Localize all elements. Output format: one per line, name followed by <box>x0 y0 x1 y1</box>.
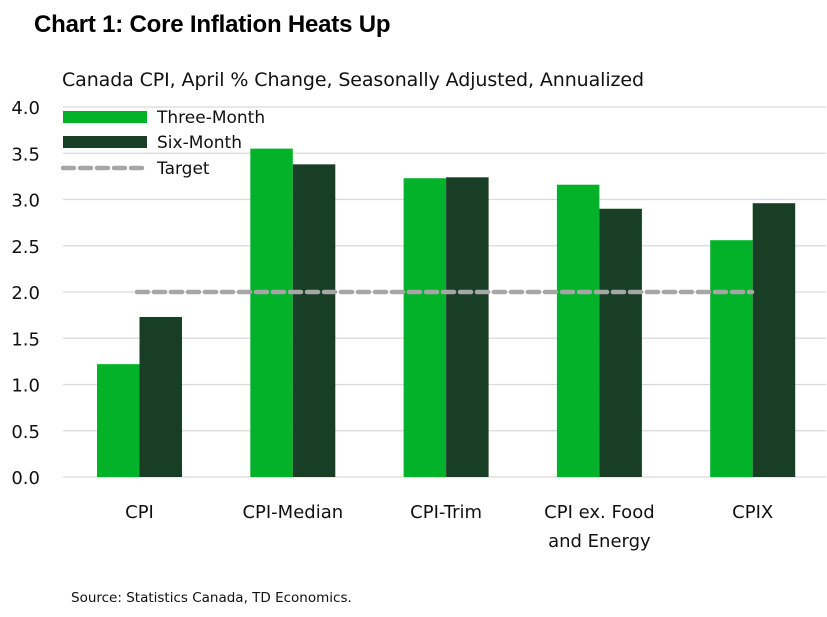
y-tick-label: 1.0 <box>11 376 40 397</box>
bar-six-month <box>292 164 336 477</box>
legend-swatch-six-month <box>63 136 147 148</box>
y-tick-label: 3.0 <box>11 191 40 212</box>
y-tick-label: 4.0 <box>11 98 40 119</box>
y-tick-label: 3.5 <box>11 144 40 165</box>
legend-swatch-three-month <box>63 111 147 123</box>
source-note: Source: Statistics Canada, TD Economics. <box>71 590 352 606</box>
chart-title: Chart 1: Core Inflation Heats Up <box>34 11 391 38</box>
bar-six-month <box>139 316 182 477</box>
bar-six-month <box>446 177 489 478</box>
x-category-label: CPI <box>125 502 154 523</box>
y-tick-label: 2.0 <box>11 283 40 304</box>
bar-three-month <box>250 148 293 477</box>
bar-three-month <box>97 364 140 477</box>
y-tick-label: 1.5 <box>11 329 40 350</box>
x-category-label: and Energy <box>548 531 651 552</box>
x-axis: CPI CPI-Median CPI-Trim CPI ex. Food and Ene… <box>125 502 773 552</box>
chart-subtitle: Canada CPI, April % Change, Seasonally A… <box>62 69 644 91</box>
x-category-label: CPIX <box>732 502 773 523</box>
legend-label: Three-Month <box>156 108 265 128</box>
legend-label: Target <box>156 159 210 179</box>
bar-six-month <box>752 203 796 477</box>
y-tick-label: 2.5 <box>11 237 40 258</box>
bar-three-month <box>556 184 600 477</box>
bar-three-month <box>403 178 447 477</box>
y-tick-label: 0.0 <box>11 468 40 489</box>
legend: Three-Month Six-Month Target <box>60 108 265 179</box>
legend-label: Six-Month <box>157 133 242 153</box>
bars <box>97 148 796 478</box>
x-category-label: CPI ex. Food <box>544 502 654 523</box>
y-axis: 0.0 0.5 1.0 1.5 2.0 2.5 3.0 3.5 4.0 <box>11 98 40 489</box>
y-tick-label: 0.5 <box>11 422 40 443</box>
x-category-label: CPI-Trim <box>410 502 482 523</box>
bar-three-month <box>710 240 753 477</box>
x-category-label: CPI-Median <box>242 502 343 523</box>
bar-six-month <box>599 208 642 477</box>
